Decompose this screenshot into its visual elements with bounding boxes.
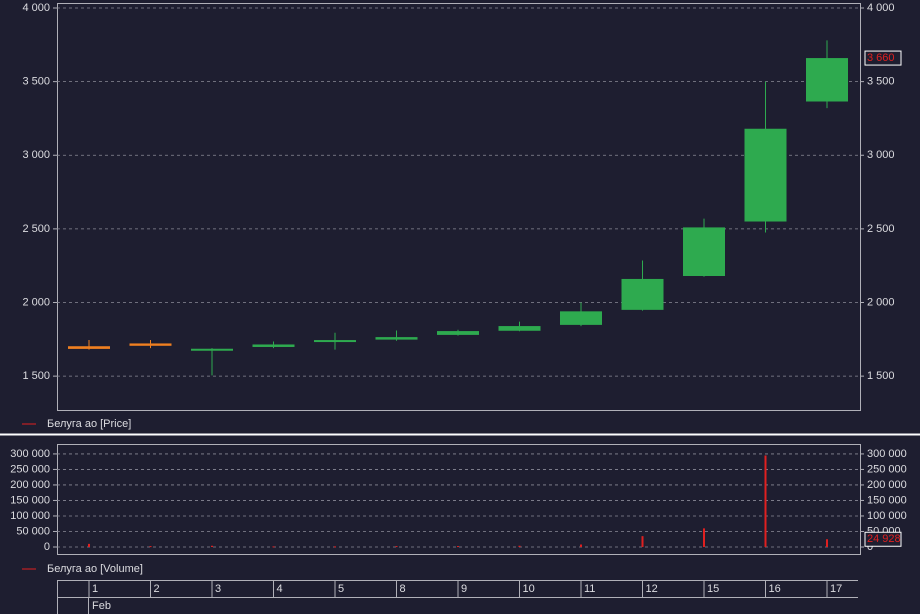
candle-body [129,343,172,346]
x-tick-label: 16 [769,583,781,595]
legend-label: Белуга ао [Price] [47,418,131,430]
y-tick-label: 4 000 [867,2,895,14]
y-tick-label: 100 000 [10,510,50,522]
candle-body [314,340,356,343]
x-tick-label: 4 [277,583,283,595]
volume-frame [57,444,861,555]
last-value-box [864,50,902,66]
y-tick-label: 100 000 [867,510,907,522]
volume-bar [334,546,336,548]
y-tick-label: 200 000 [10,479,50,491]
volume-bar [518,545,521,547]
y-tick-label: 200 000 [867,479,907,491]
candle-body [683,227,725,276]
y-tick-label: 1 500 [867,370,895,382]
y-tick-label: 150 000 [10,494,50,506]
x-tick-label: 12 [646,583,658,595]
y-tick-label: 4 000 [22,2,50,14]
volume-bar [641,536,644,547]
y-tick-label: 3 500 [867,76,895,88]
x-tick-label: 10 [523,583,535,595]
y-tick-label: 300 000 [10,448,50,460]
candle-body [252,344,295,347]
y-tick-label: 0 [867,541,873,553]
candle-body [806,58,848,102]
candle-body [498,326,541,331]
last-value-label: 3 660 [867,52,895,64]
volume-bar [457,546,459,548]
x-tick-label: 17 [830,583,842,595]
last-value-label: 24 928 [867,533,901,545]
y-tick-label: 250 000 [867,463,907,475]
y-tick-label: 1 500 [22,370,50,382]
price-frame [57,3,861,411]
candle-body [191,348,233,351]
y-tick-label: 150 000 [867,494,907,506]
candle-body [744,128,787,222]
x-tick-label: 11 [584,583,595,595]
candle-body [560,311,602,325]
y-tick-label: 2 000 [867,296,895,308]
candle-body [437,331,479,335]
y-tick-label: 250 000 [10,463,50,475]
volume-bar [580,544,582,547]
volume-bar [149,546,152,548]
month-label: Feb [92,600,111,612]
x-tick-label: 9 [461,583,467,595]
y-tick-label: 300 000 [867,448,907,460]
candle-body [68,346,110,349]
x-tick-label: 15 [707,583,719,595]
volume-bar [826,539,828,547]
volume-bar [88,543,90,547]
candle-body [375,337,418,340]
y-tick-label: 50 000 [16,525,50,537]
volume-bar [272,546,275,548]
y-tick-label: 3 000 [22,149,50,161]
y-tick-label: 0 [44,541,50,553]
volume-bar [211,545,213,547]
x-tick-label: 5 [338,583,344,595]
y-tick-label: 2 000 [22,296,50,308]
y-tick-label: 2 500 [867,223,895,235]
volume-bar [764,455,767,547]
y-tick-label: 3 500 [22,76,50,88]
x-tick-label: 2 [154,583,160,595]
volume-bar [703,528,705,547]
legend-label: Белуга ао [Volume] [47,563,143,575]
last-value-box [864,531,902,547]
y-tick-label: 2 500 [22,223,50,235]
candle-body [621,278,664,310]
x-tick-label: 1 [92,583,98,595]
y-tick-label: 3 000 [867,149,895,161]
x-tick-label: 8 [400,583,406,595]
x-tick-label: 3 [215,583,221,595]
volume-bar [395,546,398,548]
